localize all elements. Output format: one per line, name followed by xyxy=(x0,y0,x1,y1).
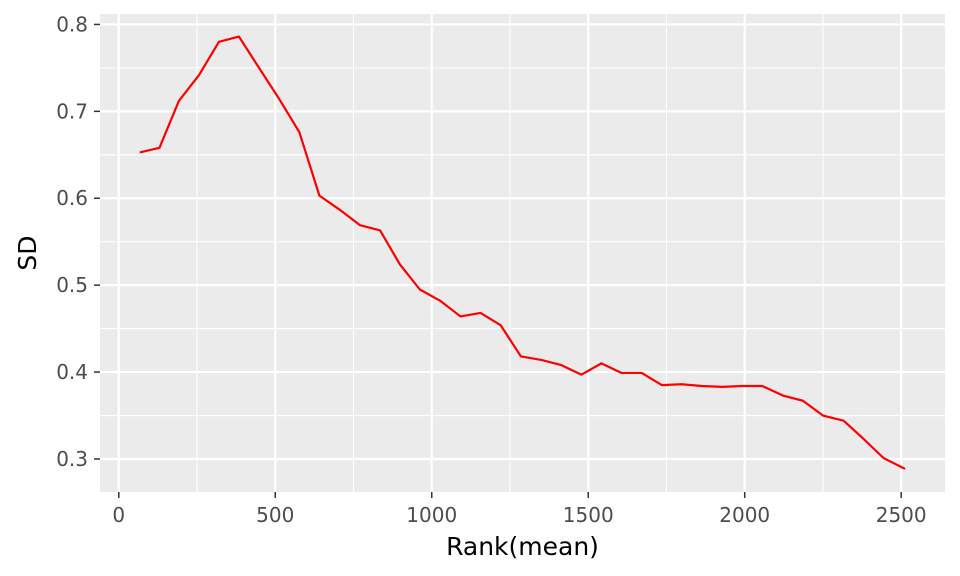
x-tick-label: 1000 xyxy=(406,503,457,527)
x-tick-label: 2000 xyxy=(719,503,770,527)
y-tick-label: 0.4 xyxy=(56,360,88,384)
y-tick-label: 0.7 xyxy=(56,99,88,123)
y-tick-label: 0.5 xyxy=(56,273,88,297)
x-tick-label: 0 xyxy=(112,503,125,527)
y-axis: 0.3 0.4 0.5 0.6 0.7 0.8 xyxy=(56,12,100,471)
y-tick-label: 0.8 xyxy=(56,12,88,36)
x-axis-title: Rank(mean) xyxy=(446,532,599,561)
y-tick-label: 0.6 xyxy=(56,186,88,210)
x-tick-label: 2500 xyxy=(876,503,927,527)
x-tick-label: 1500 xyxy=(563,503,614,527)
x-tick-label: 500 xyxy=(256,503,294,527)
plot-panel xyxy=(100,14,945,492)
y-axis-title: SD xyxy=(13,235,42,270)
x-axis: 0 500 1000 1500 2000 2500 xyxy=(112,492,926,527)
y-tick-label: 0.3 xyxy=(56,447,88,471)
